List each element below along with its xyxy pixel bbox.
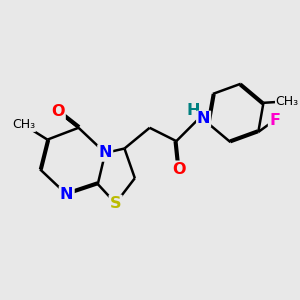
Text: F: F <box>269 113 280 128</box>
Text: H: H <box>187 103 200 118</box>
Text: O: O <box>51 104 64 119</box>
Text: O: O <box>172 162 186 177</box>
Text: CH₃: CH₃ <box>12 118 35 131</box>
Text: N: N <box>60 187 74 202</box>
Text: S: S <box>110 196 121 211</box>
Text: CH₃: CH₃ <box>276 95 299 108</box>
Text: N: N <box>197 111 210 126</box>
Text: N: N <box>98 146 112 160</box>
